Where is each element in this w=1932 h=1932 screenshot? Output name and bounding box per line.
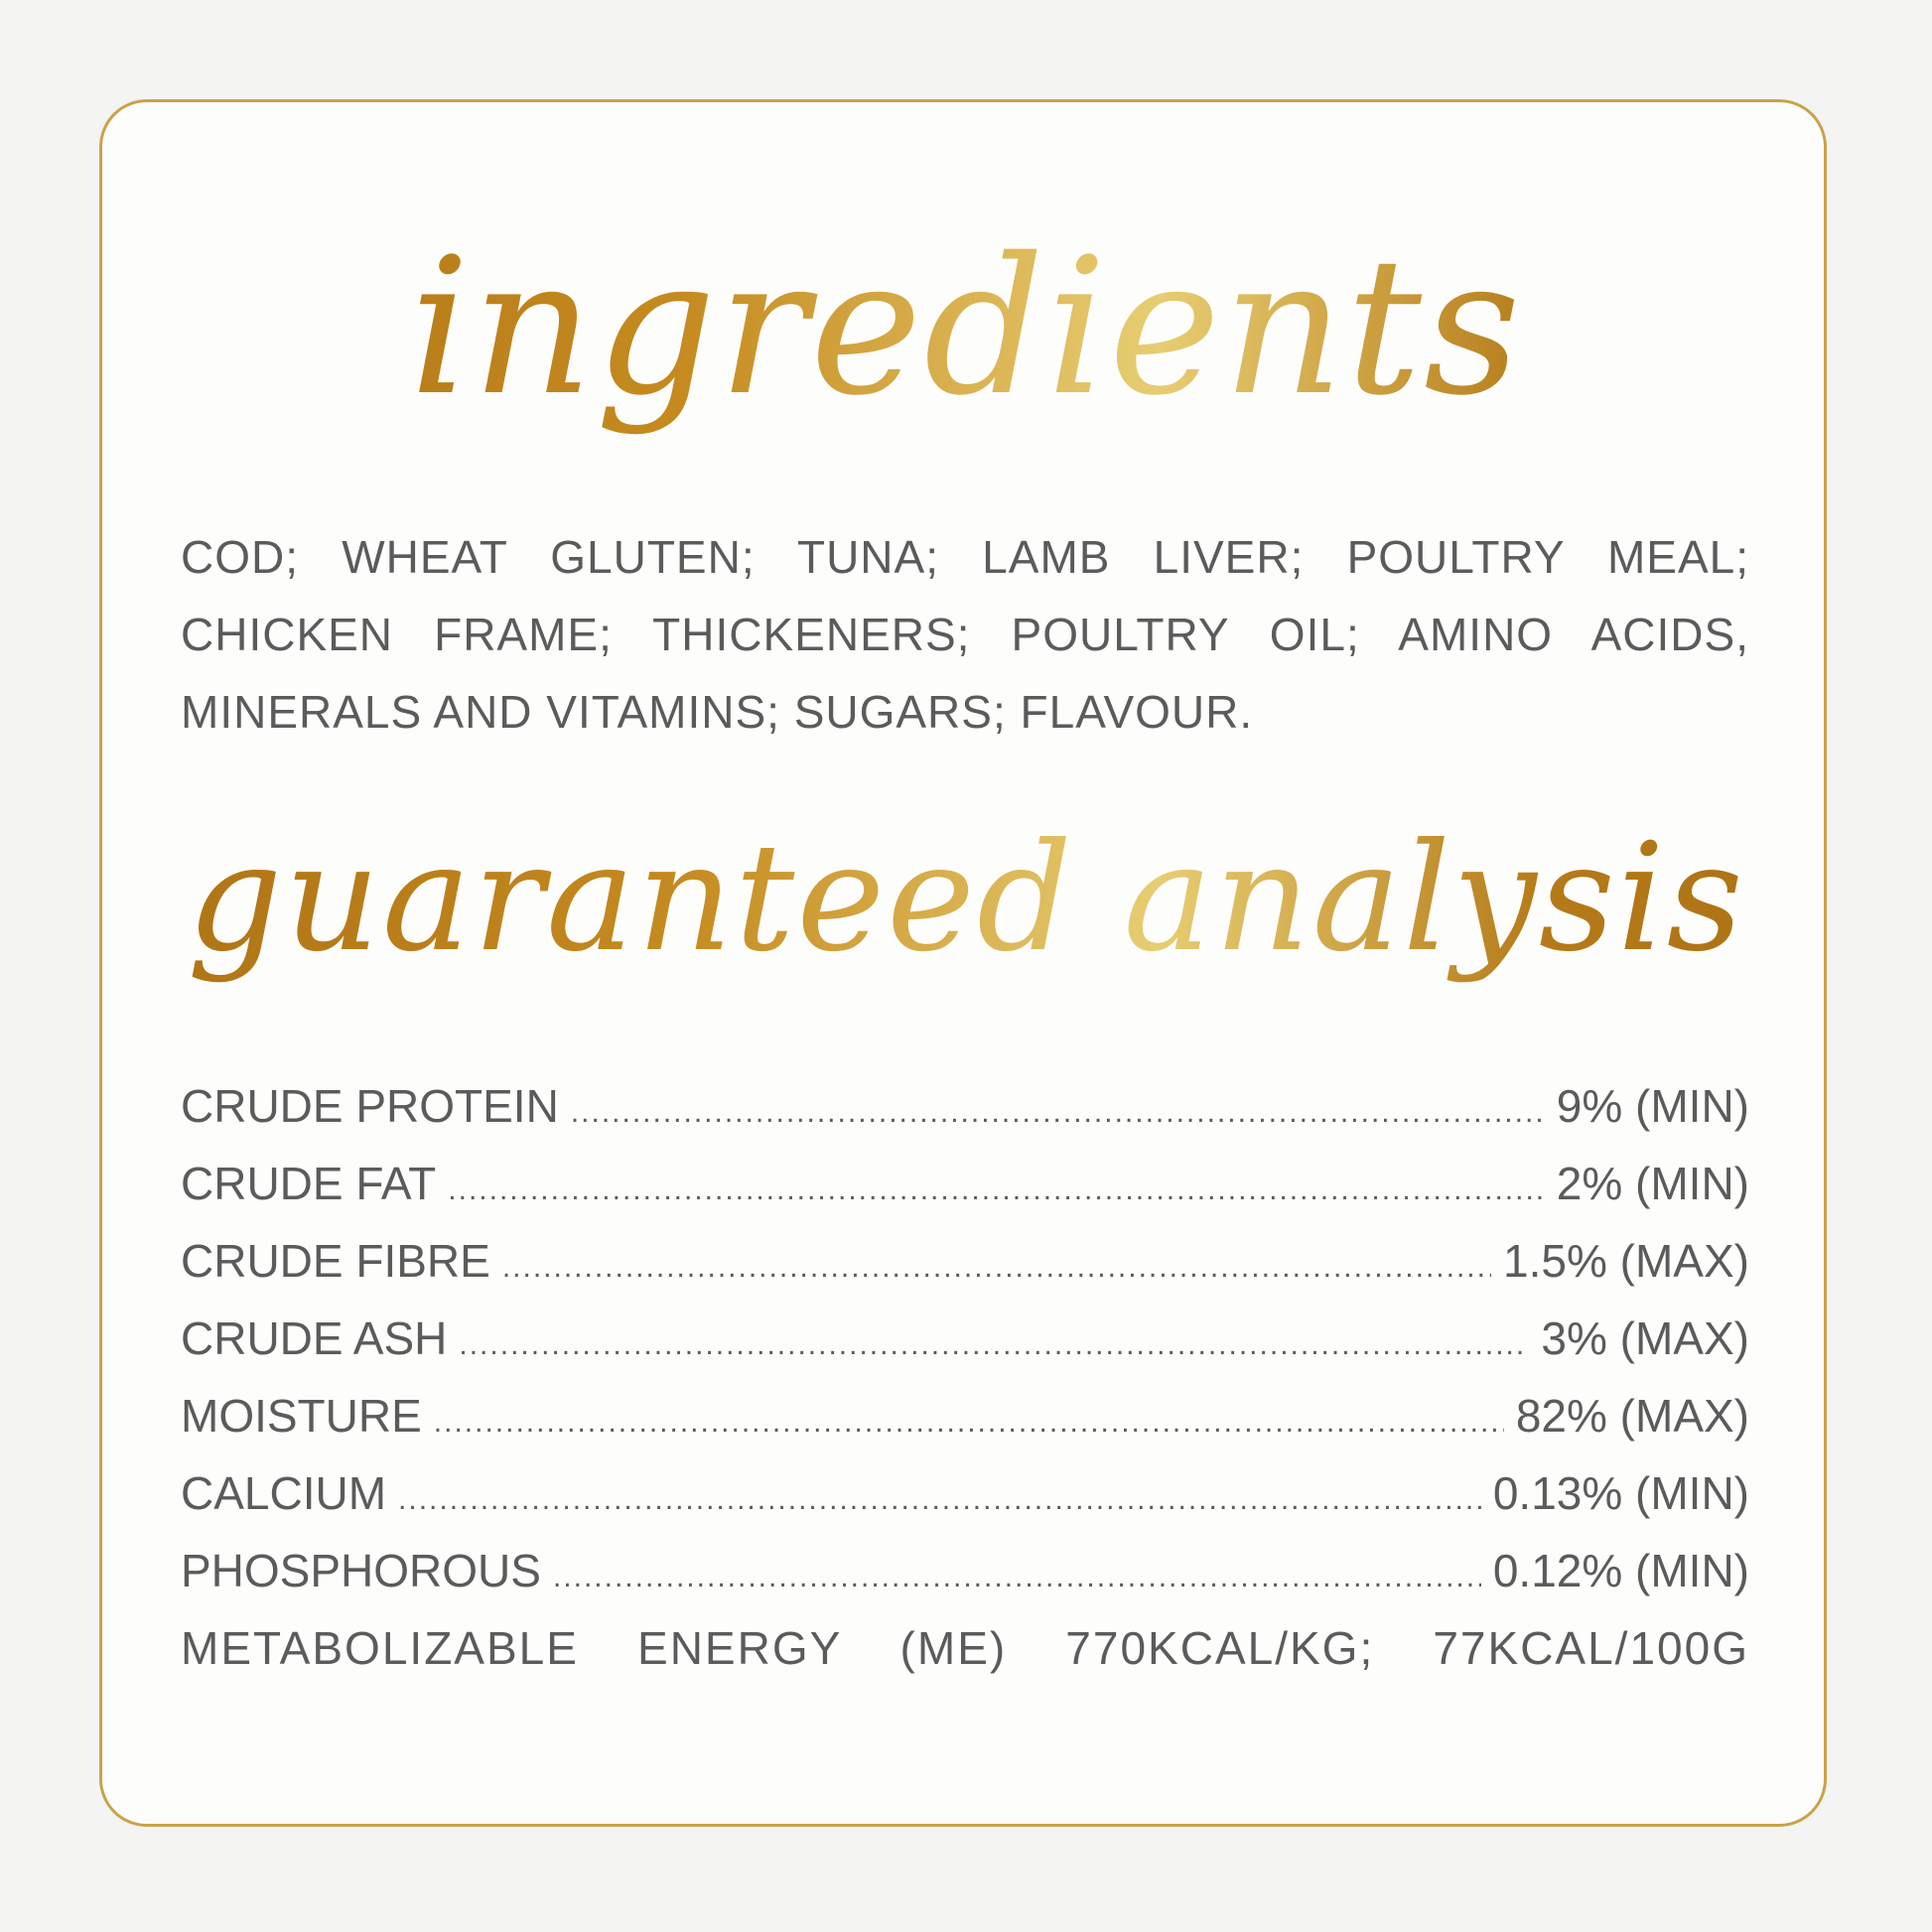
analysis-table: CRUDE PROTEIN9% (MIN) CRUDE FAT2% (MIN) … xyxy=(181,1067,1749,1687)
row-label: CRUDE FAT xyxy=(181,1158,437,1209)
energy-row: METABOLIZABLE ENERGY (ME) 770KCAL/KG; 77… xyxy=(181,1609,1749,1687)
dot-leader xyxy=(553,1539,1481,1616)
analysis-row: CRUDE ASH 3% (MAX) xyxy=(181,1300,1749,1377)
row-value: 1.5% (MAX) xyxy=(1503,1235,1749,1287)
analysis-row: CRUDE FAT 2% (MIN) xyxy=(181,1145,1749,1222)
row-value: 3% (MAX) xyxy=(1541,1312,1749,1364)
row-label: PHOSPHOROUS xyxy=(181,1545,541,1596)
dot-leader xyxy=(571,1074,1545,1152)
ingredients-line: MINERALS AND VITAMINS; SUGARS; FLAVOUR. xyxy=(181,686,1254,738)
row-value: 0.13% (MIN) xyxy=(1492,1467,1749,1519)
row-label: CRUDE ASH xyxy=(181,1312,448,1364)
row-value: 9% (MIN) xyxy=(1556,1080,1749,1132)
analysis-row: PHOSPHOROUS 0.12% (MIN) xyxy=(181,1532,1749,1609)
ingredients-line: COD; WHEAT GLUTEN; TUNA; LAMB LIVER; POU… xyxy=(181,531,1749,583)
energy-text: METABOLIZABLE ENERGY (ME) 770KCAL/KG; 77… xyxy=(181,1622,1749,1674)
row-label: MOISTURE xyxy=(181,1390,422,1442)
dot-leader xyxy=(398,1461,1481,1539)
row-value: 82% (MAX) xyxy=(1515,1390,1749,1442)
row-value: 2% (MIN) xyxy=(1556,1158,1749,1209)
analysis-row: CRUDE PROTEIN 9% (MIN) xyxy=(181,1067,1749,1145)
dot-leader xyxy=(459,1307,1529,1384)
dot-leader xyxy=(434,1384,1504,1461)
row-label: CRUDE FIBRE xyxy=(181,1235,490,1287)
analysis-title: guaranteed analysis xyxy=(0,804,1932,993)
dot-leader xyxy=(502,1229,1491,1307)
analysis-row: CALCIUM 0.13% (MIN) xyxy=(181,1454,1749,1532)
analysis-row: MOISTURE 82% (MAX) xyxy=(181,1377,1749,1454)
row-label: CALCIUM xyxy=(181,1467,387,1519)
row-value: 0.12% (MIN) xyxy=(1492,1545,1749,1596)
analysis-row: CRUDE FIBRE 1.5% (MAX) xyxy=(181,1222,1749,1300)
ingredients-line: CHICKEN FRAME; THICKENERS; POULTRY OIL; … xyxy=(181,609,1749,660)
row-label: CRUDE PROTEIN xyxy=(181,1080,559,1132)
ingredients-title: ingredients xyxy=(0,213,1932,442)
ingredients-list: COD; WHEAT GLUTEN; TUNA; LAMB LIVER; POU… xyxy=(181,518,1749,751)
dot-leader xyxy=(448,1152,1544,1229)
